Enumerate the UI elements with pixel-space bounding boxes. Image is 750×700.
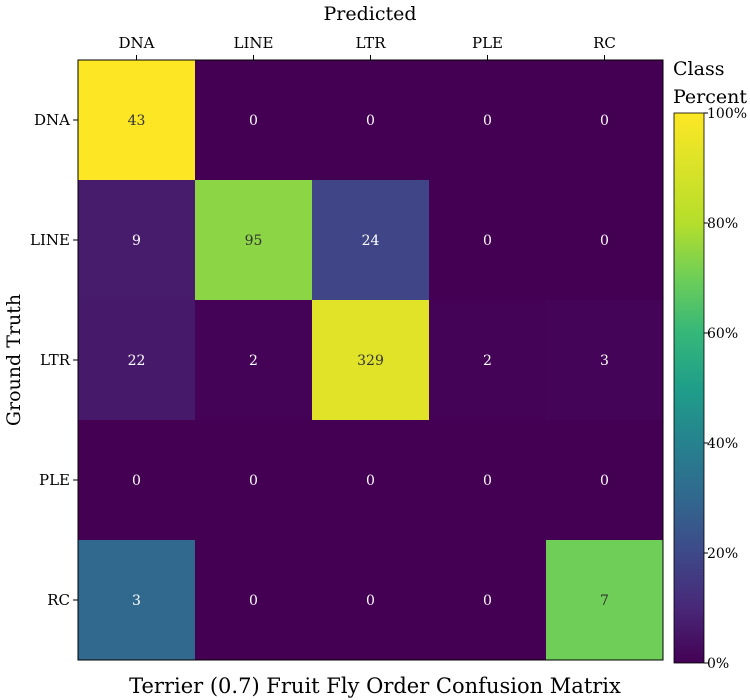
cell-value-label: 0 — [600, 113, 609, 129]
heatmap-cell — [195, 60, 312, 180]
heatmap-cell — [195, 180, 312, 300]
heatmap-cells: 43 0 0 0 09 95 24 0 022 2 329 2 30 0 0 0 03 0 0 0 7 — [78, 60, 663, 660]
y-axis-title: Ground Truth — [3, 294, 25, 426]
heatmap-cell — [312, 180, 429, 300]
cell-value-label: 0 — [483, 473, 492, 489]
heatmap-cell — [195, 300, 312, 420]
colorbar-tick-label: 20% — [707, 546, 738, 562]
heatmap-cell — [546, 180, 663, 300]
heatmap-cell — [78, 180, 195, 300]
heatmap-cell — [78, 420, 195, 540]
colorbar-tick-label: 0% — [707, 656, 729, 672]
cell-value-label: 0 — [366, 593, 375, 609]
plot-frame — [77, 59, 664, 661]
cell-value-label: 7 — [600, 593, 609, 609]
colorbar-tick-label: 60% — [707, 326, 738, 342]
x-axis-title: Predicted — [323, 3, 416, 25]
cell-value-label: 0 — [366, 473, 375, 489]
cell-value-label: 0 — [483, 233, 492, 249]
heatmap-cell — [546, 540, 663, 660]
heatmap-cell — [429, 420, 546, 540]
y-tick-label: PLE — [39, 471, 70, 489]
cell-value-label: 2 — [483, 353, 492, 369]
cell-value-label: 24 — [362, 233, 380, 249]
heatmap-cell — [429, 180, 546, 300]
cell-value-label: 0 — [600, 233, 609, 249]
heatmap-cell — [78, 300, 195, 420]
cell-value-label: 22 — [128, 353, 146, 369]
cell-value-label: 0 — [132, 473, 141, 489]
cell-value-label: 2 — [249, 353, 258, 369]
cell-value-label: 43 — [128, 113, 146, 129]
y-tick-label: RC — [47, 591, 70, 609]
heatmap-cell — [195, 420, 312, 540]
colorbar-ticks: 0% 20% 40% 60% 80% 100% — [704, 106, 747, 672]
x-tick-label: LTR — [355, 34, 386, 52]
y-tick-label: LTR — [40, 351, 71, 369]
colorbar-tick-label: 40% — [707, 436, 738, 452]
heatmap-cell — [78, 60, 195, 180]
colorbar-tick-label: 100% — [707, 106, 747, 122]
cell-value-label: 0 — [483, 593, 492, 609]
cell-value-label: 3 — [132, 593, 141, 609]
heatmap-cell — [312, 60, 429, 180]
colorbar-tick-label: 80% — [707, 216, 738, 232]
cell-value-label: 0 — [366, 113, 375, 129]
heatmap-cell — [312, 300, 429, 420]
x-tick-label: RC — [593, 34, 616, 52]
heatmap-cell — [546, 420, 663, 540]
cell-value-label: 0 — [249, 593, 258, 609]
y-tick-label: DNA — [34, 111, 70, 129]
colorbar-title-line2: Percent — [673, 86, 747, 108]
cell-value-label: 0 — [600, 473, 609, 489]
heatmap-cell — [78, 540, 195, 660]
heatmap-cell — [429, 60, 546, 180]
heatmap-cell — [546, 300, 663, 420]
y-tick-label: LINE — [30, 231, 70, 249]
heatmap-cell — [195, 540, 312, 660]
cell-value-label: 329 — [357, 353, 384, 369]
cell-value-label: 0 — [249, 473, 258, 489]
x-tick-label: PLE — [472, 34, 503, 52]
heatmap-cell — [546, 60, 663, 180]
x-tick-labels: DNA LINE LTR PLE RC — [119, 34, 616, 60]
colorbar — [673, 112, 705, 664]
cell-value-label: 0 — [483, 113, 492, 129]
cell-value-label: 0 — [249, 113, 258, 129]
x-tick-label: DNA — [119, 34, 155, 52]
heatmap-cell — [312, 540, 429, 660]
y-tick-labels: DNA LINE LTR PLE RC — [30, 111, 78, 609]
x-tick-label: LINE — [234, 34, 274, 52]
chart-title: Terrier (0.7) Fruit Fly Order Confusion … — [129, 674, 621, 698]
heatmap-cell — [429, 540, 546, 660]
cell-value-label: 3 — [600, 353, 609, 369]
colorbar-title-line1: Class — [673, 58, 724, 80]
heatmap-cell — [312, 420, 429, 540]
heatmap-cell — [429, 300, 546, 420]
cell-value-label: 95 — [245, 233, 263, 249]
cell-value-label: 9 — [132, 233, 141, 249]
